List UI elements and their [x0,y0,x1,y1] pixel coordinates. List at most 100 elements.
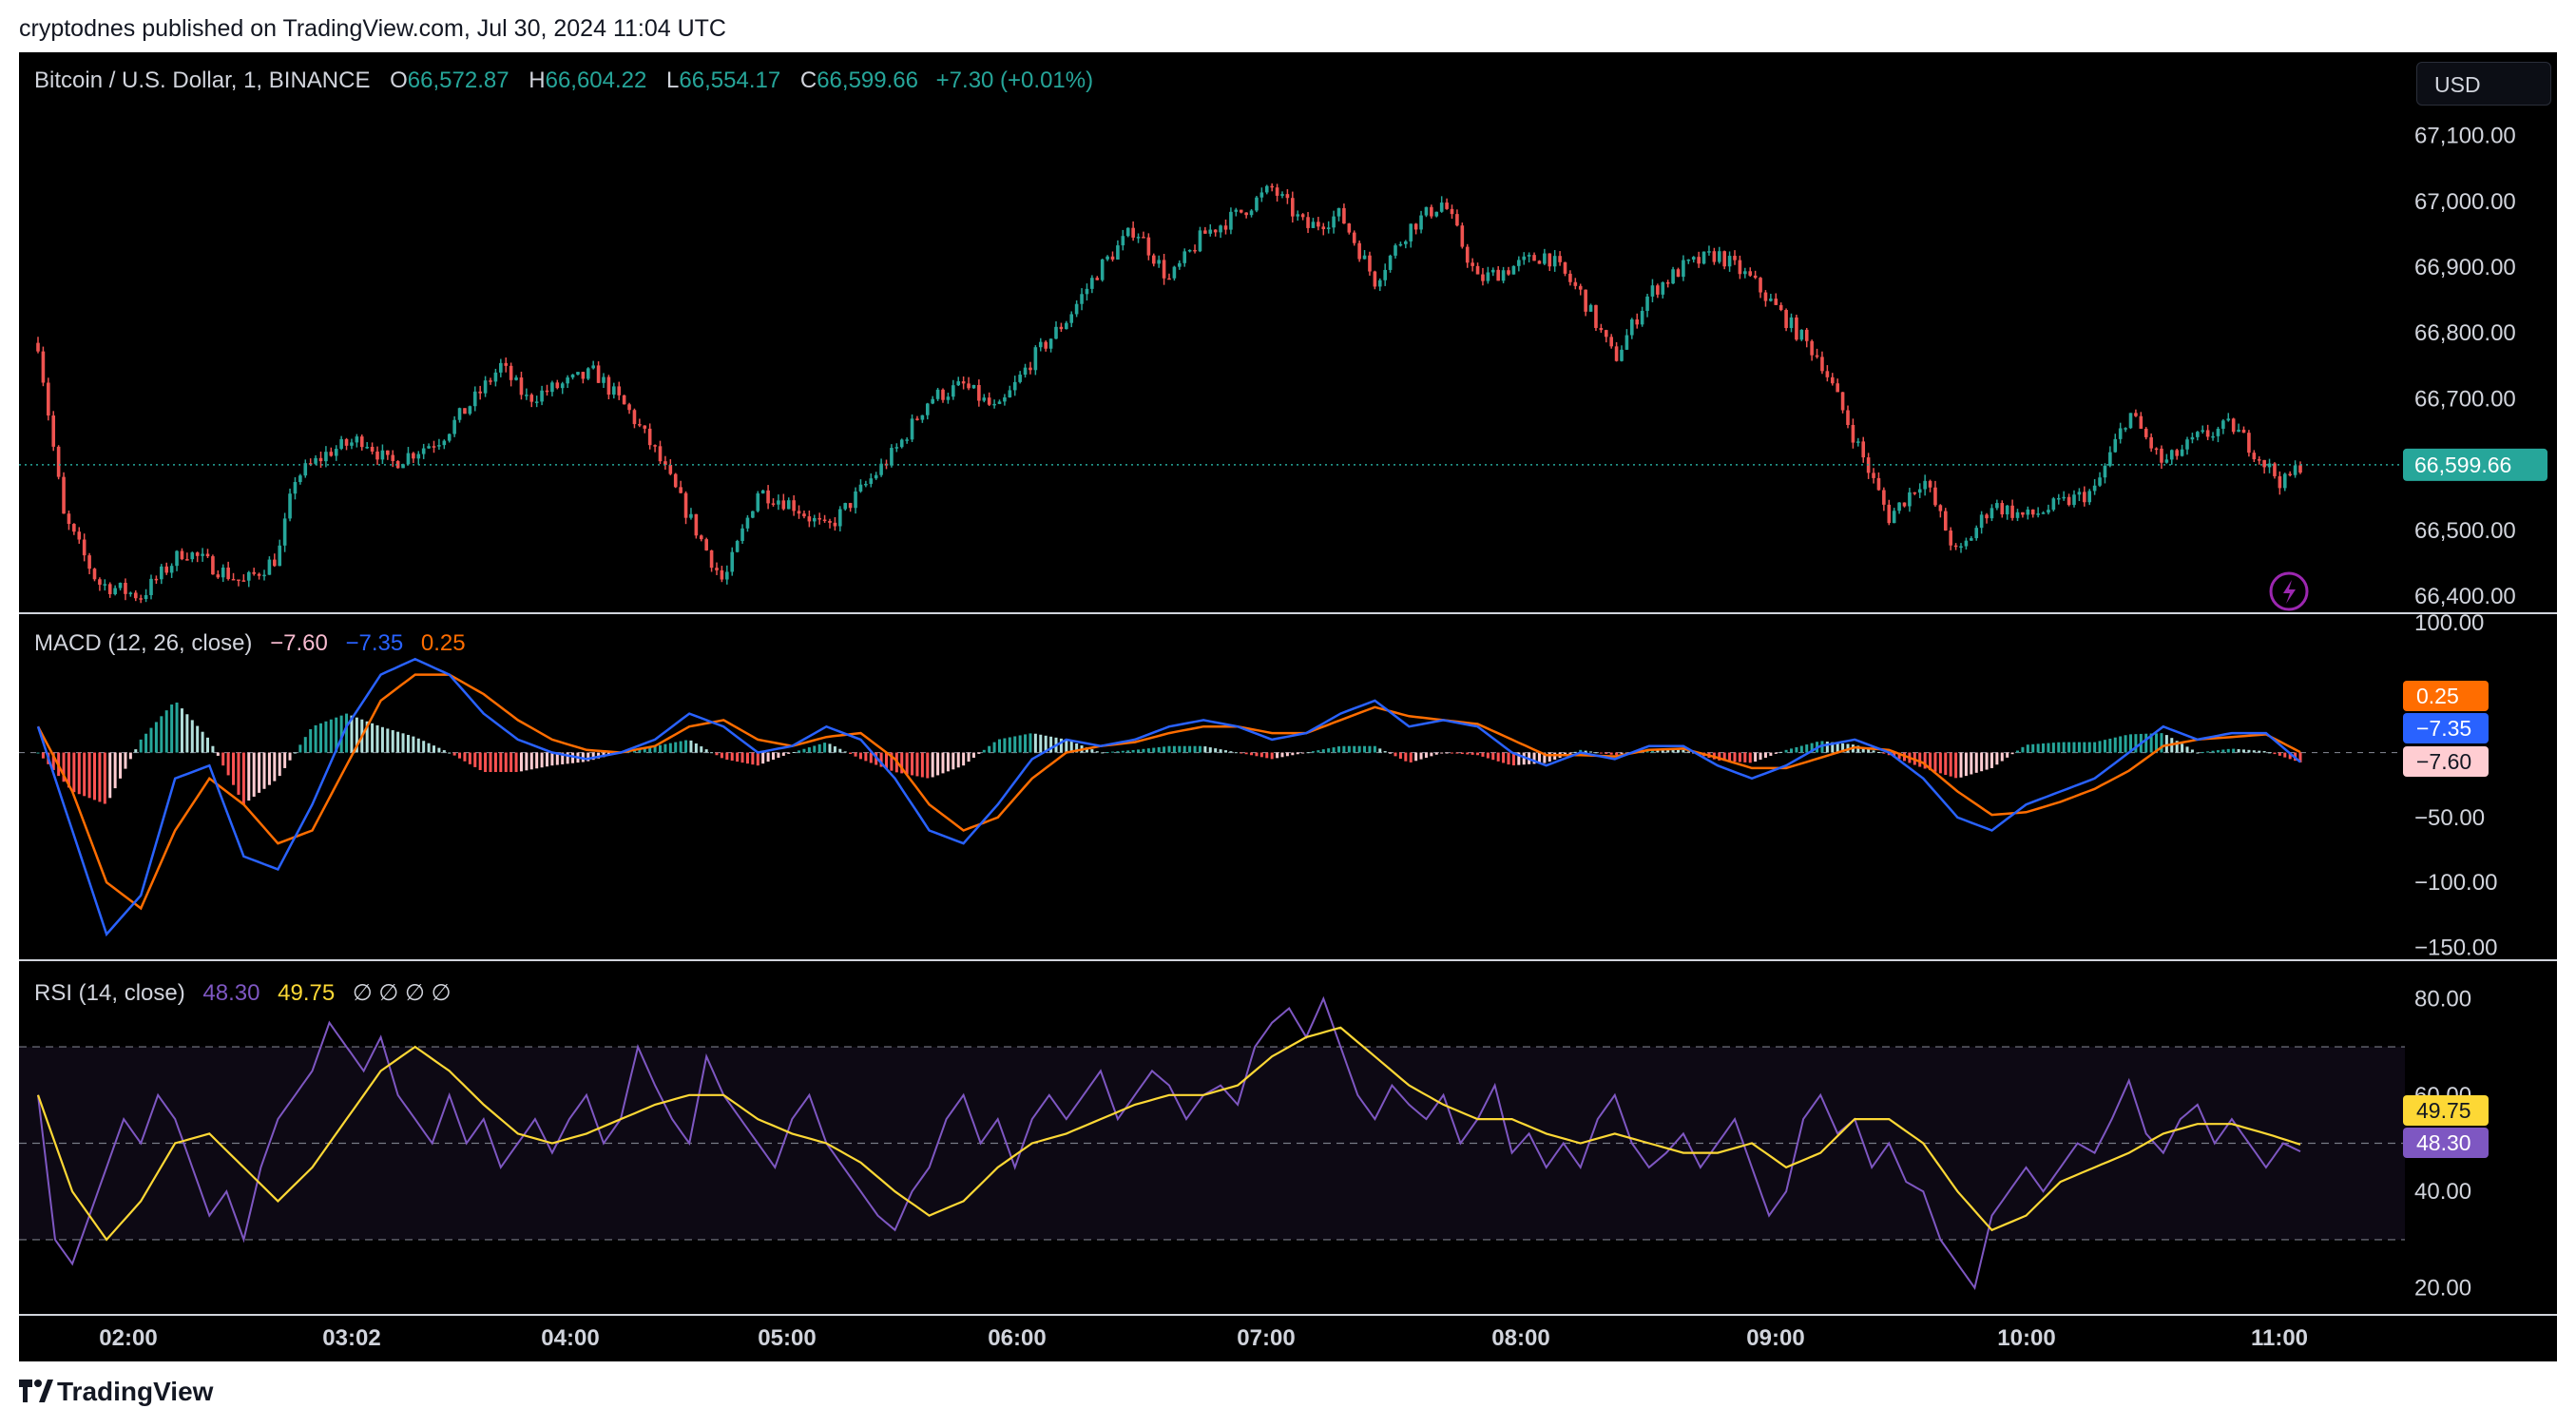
rsi-ma-value: 49.75 [278,980,336,1006]
candle-body [2030,509,2035,515]
candle-body [1213,229,1218,233]
macd-histogram-bar [745,752,749,764]
candle-body [1825,371,1830,377]
macd-histogram-bar [1105,751,1109,753]
candle-body [1614,346,1619,361]
macd-histogram-bar [756,752,759,766]
macd-histogram-bar [452,752,456,756]
chart-canvas[interactable]: 67,100.00 67,000.00 66,900.00 66,800.00 66,7… [19,52,2557,1361]
candle-body [2247,433,2251,453]
candle-body [391,454,395,461]
candle-body [452,419,456,434]
macd-histogram-bar [1876,751,1880,753]
candle-body [1065,322,1068,330]
candle-body [1023,367,1028,376]
macd-histogram-bar [412,736,415,753]
candle-body [715,568,719,570]
macd-histogram-bar [1728,752,1732,762]
candle-body [2051,498,2056,511]
candle-body [339,438,343,450]
macd-histogram-bar [98,752,102,802]
macd-histogram-bar [1321,749,1325,753]
candle-body [1763,292,1768,301]
macd-histogram-bar [128,752,132,760]
candle-body [437,445,441,447]
candle-body [139,598,143,600]
time-axis-tick: 04:00 [541,1325,599,1351]
macd-histogram-bar [1188,745,1192,753]
macd-histogram-bar [915,752,919,777]
macd-histogram-bar [87,752,91,799]
chart-frame[interactable]: 67,100.00 67,000.00 66,900.00 66,800.00 66,7… [19,52,2557,1361]
macd-histogram-bar [1044,735,1048,753]
macd-histogram-bar [458,752,462,759]
candle-body [1830,376,1835,384]
pane-separators [19,612,2557,1316]
tradingview-logo[interactable]: TradingView [19,1377,213,1407]
candle-body [1383,269,1387,280]
macd-histogram-bar [659,744,662,753]
macd-histogram-bar [380,726,384,753]
candle-body [833,522,837,527]
candle-body [1162,260,1166,279]
macd-histogram-bar [1661,748,1664,753]
candle-body [1198,230,1202,252]
candle-body [406,453,411,465]
macd-histogram-bar [309,728,313,753]
macd-histogram-bar [36,752,40,754]
candle-body [211,556,215,575]
candle-body [1326,227,1331,230]
candle-body [1373,271,1377,287]
candle-body [2180,449,2184,456]
candle-body [2005,505,2009,515]
macd-histogram-bar [1856,745,1860,753]
macd-histogram-bar [396,731,400,753]
macd-histogram-bar [2237,748,2240,753]
candle-body [334,449,338,456]
macd-histogram-bar [416,738,420,753]
candle-body [941,389,945,400]
candle-body [812,517,817,522]
candle-body [252,571,256,574]
candle-body [1964,540,1969,547]
candle-body [1594,304,1598,328]
macd-histogram-bar [2155,733,2159,753]
candle-body [226,567,230,579]
macd-histogram-bar [67,752,70,788]
candle-body [1234,209,1239,212]
candle-body [1748,271,1753,276]
macd-axis-tick: −150.00 [2414,935,2497,960]
macd-histogram-bar [2160,733,2163,753]
macd-line-value: −7.35 [345,630,404,656]
candle-body [766,490,770,504]
candle-body [586,368,590,379]
macd-histogram-bar [2262,751,2266,753]
macd-histogram-bar [232,752,236,785]
candle-body [62,476,66,514]
candle-body [745,517,750,529]
macd-histogram-bar [823,743,827,753]
macd-histogram-bar [1810,743,1814,753]
candle-body [1856,441,1860,443]
candle-body [493,372,498,382]
macd-histogram-bar [1214,748,1218,753]
macd-histogram-bar [1763,752,1767,758]
macd-histogram-bar [1805,744,1809,753]
currency-button[interactable]: USD [2416,62,2551,106]
macd-histogram-bar [1357,745,1361,753]
macd-histogram-bar [226,752,230,776]
macd-histogram-bar [365,721,369,753]
candle-body [432,446,436,448]
candle-body [2241,429,2246,434]
candle-body [1146,237,1151,256]
candle-body [185,559,189,561]
candle-body [1430,206,1433,217]
macd-histogram-bar [463,752,467,762]
macd-histogram-bar [885,752,888,769]
candle-body [1887,504,1892,524]
macd-histogram-bar [817,743,821,753]
candle-body [1044,341,1048,349]
macd-histogram-bar [1532,752,1536,764]
macd-histogram-bar [535,752,539,769]
